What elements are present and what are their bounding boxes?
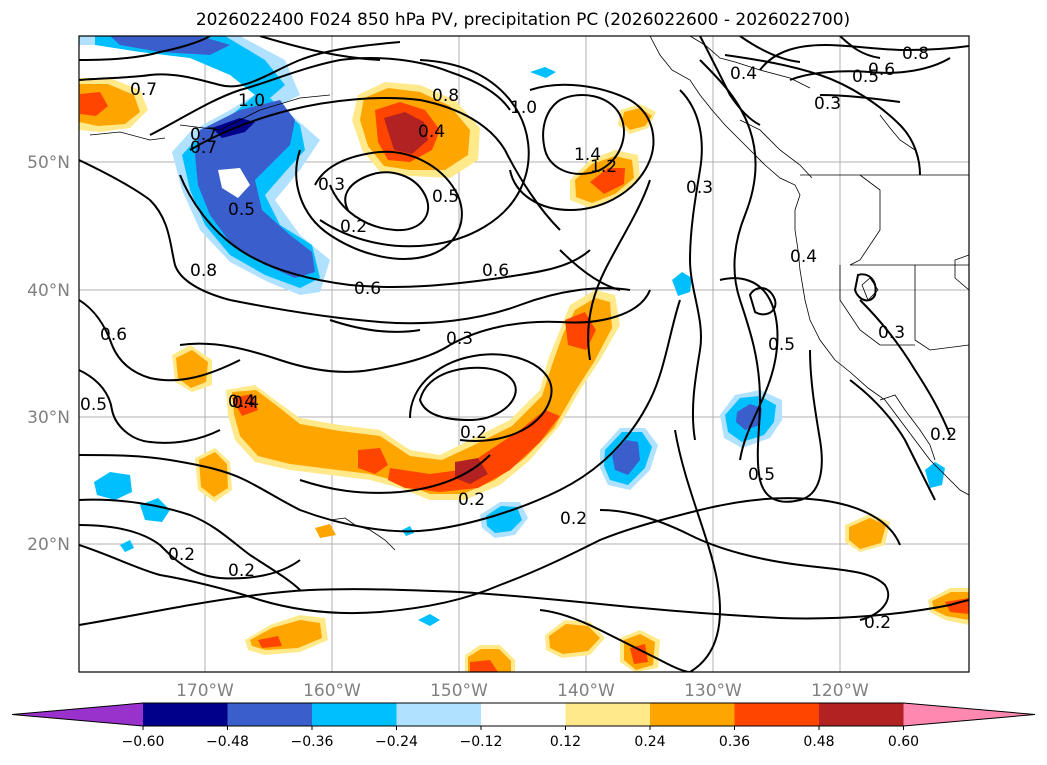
contour-label: 0.7 — [130, 80, 157, 100]
contour-label: 0.2 — [228, 561, 255, 581]
lon-label: 150°W — [430, 681, 488, 701]
contour-label: 0.6 — [868, 60, 895, 80]
contour-label: 0.4 — [730, 64, 757, 84]
lat-label: 50°N — [27, 153, 70, 173]
contour-label: 0.6 — [100, 325, 127, 345]
contour-label: 0.2 — [864, 613, 891, 633]
contour-label: 0.2 — [460, 423, 487, 443]
lon-label: 130°W — [684, 681, 742, 701]
colorbar-tick-label: 0.60 — [888, 734, 919, 750]
colorbar-segment — [227, 703, 313, 726]
contour-labels: 0.7 1.0 0.8 1.0 0.4 0.8 0.5 0.6 0.7 0.4 … — [80, 44, 957, 633]
contour-label: 0.8 — [432, 86, 459, 106]
contour-label: 0.2 — [930, 425, 957, 445]
pv-contours — [79, 36, 969, 672]
contour-label: 0.6 — [354, 279, 381, 299]
contour-label: 0.3 — [318, 175, 345, 195]
colorbar: −0.60 −0.48 −0.36 −0.24 −0.12 0.12 0.24 0.36 0.4… — [11, 702, 1036, 750]
lon-label: 120°W — [811, 681, 869, 701]
contour-label: 0.2 — [340, 217, 367, 237]
contour-label: 1.0 — [238, 91, 265, 111]
contour-label: 0.4 — [228, 392, 255, 412]
contour-label: 1.2 — [590, 157, 617, 177]
latitude-labels: 50°N 40°N 30°N 20°N — [27, 153, 70, 555]
longitude-labels: 170°W 160°W 150°W 140°W 130°W 120°W — [176, 681, 869, 701]
colorbar-tick-label: −0.48 — [206, 734, 249, 750]
contour-label: 0.3 — [446, 329, 473, 349]
colorbar-segment — [819, 703, 904, 726]
lon-label: 170°W — [176, 681, 234, 701]
colorbar-segment — [734, 703, 820, 726]
contour-label: 0.5 — [228, 200, 255, 220]
contour-label: 0.5 — [80, 395, 107, 415]
contour-label: 0.7 — [190, 138, 217, 158]
colorbar-tick-label: 0.12 — [550, 734, 581, 750]
contour-label: 0.7 — [190, 125, 217, 145]
lat-label: 30°N — [27, 408, 70, 428]
colorbar-tick-label: 0.48 — [803, 734, 834, 750]
colorbar-segment — [650, 703, 735, 726]
colorbar-extend-high — [903, 703, 1035, 726]
colorbar-extend-low — [12, 703, 143, 726]
contour-label: 0.8 — [190, 261, 217, 281]
colorbar-segment — [481, 703, 566, 726]
contour-label: 1.0 — [510, 98, 537, 118]
contour-label: 0.4 — [232, 393, 259, 413]
map-content: 0.7 1.0 0.8 1.0 0.4 0.8 0.5 0.6 0.7 0.4 … — [79, 36, 969, 672]
colorbar-tick-label: −0.36 — [291, 734, 334, 750]
contour-label: 0.5 — [432, 187, 459, 207]
contour-label: 0.4 — [790, 247, 817, 267]
map-frame — [78, 35, 970, 673]
lat-label: 20°N — [27, 535, 70, 555]
contour-label: 0.2 — [458, 490, 485, 510]
contour-label: 0.5 — [748, 465, 775, 485]
figure-title: 2026022400 F024 850 hPa PV, precipitatio… — [196, 10, 850, 30]
colorbar-segment — [312, 703, 397, 726]
colorbar-tick-label: 0.24 — [634, 734, 665, 750]
lon-label: 160°W — [303, 681, 361, 701]
contour-label: 0.3 — [814, 94, 841, 114]
positive-shading — [79, 78, 969, 672]
contour-label: 0.5 — [768, 335, 795, 355]
colorbar-segment — [396, 703, 482, 726]
lon-label: 140°W — [557, 681, 615, 701]
contour-label: 0.6 — [482, 261, 509, 281]
colorbar-tick-label: 0.36 — [719, 734, 750, 750]
negative-shading — [79, 36, 945, 626]
contour-label: 0.4 — [418, 122, 445, 142]
lat-label: 40°N — [27, 281, 70, 301]
contour-label: 0.2 — [560, 509, 587, 529]
contour-label: 0.3 — [686, 178, 713, 198]
colorbar-tick-label: −0.60 — [122, 734, 165, 750]
contour-label: 1.4 — [574, 145, 601, 165]
colorbar-segment — [143, 703, 228, 726]
contour-label: 0.2 — [168, 545, 195, 565]
colorbar-tick-label: −0.24 — [375, 734, 418, 750]
contour-label: 0.5 — [852, 67, 879, 87]
contour-label: 0.8 — [902, 44, 929, 64]
colorbar-tick-label: −0.12 — [460, 734, 503, 750]
contour-label: 0.3 — [878, 323, 905, 343]
colorbar-segment — [565, 703, 651, 726]
